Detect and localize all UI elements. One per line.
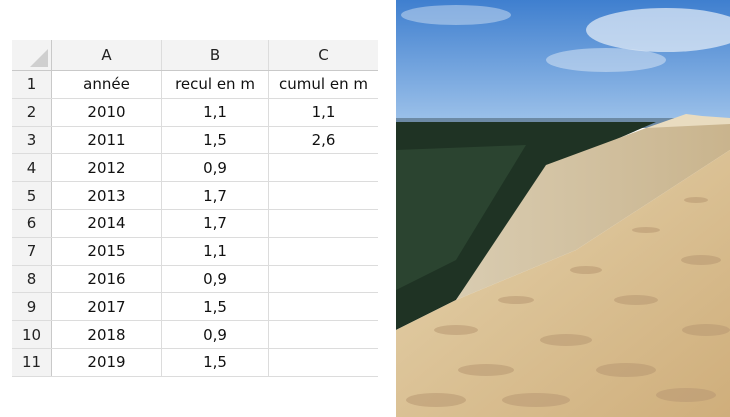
cell-b[interactable]: 1,7 bbox=[162, 209, 269, 237]
dune-landscape-image bbox=[396, 0, 730, 417]
table-row: 2 2010 1,1 1,1 bbox=[12, 98, 378, 127]
row-header[interactable]: 10 bbox=[12, 321, 52, 348]
cell-c[interactable] bbox=[269, 293, 378, 320]
row-header[interactable]: 6 bbox=[12, 209, 52, 237]
table-body: 1 année recul en m cumul en m 2 2010 1,1 1,1 3 20… bbox=[12, 71, 378, 377]
cell-c[interactable]: 1,1 bbox=[311, 103, 336, 122]
select-all-corner[interactable] bbox=[12, 40, 52, 70]
cell-b[interactable]: 0,9 bbox=[162, 265, 269, 293]
cell-a[interactable]: 2018 bbox=[52, 321, 162, 348]
cell-c[interactable] bbox=[269, 266, 378, 293]
table-row: 8 2016 0,9 bbox=[12, 265, 378, 294]
cell-c[interactable] bbox=[269, 154, 378, 181]
cell-a[interactable]: 2011 bbox=[52, 126, 162, 154]
column-header-c[interactable]: C bbox=[318, 46, 329, 64]
table-row: 7 2015 1,1 bbox=[12, 237, 378, 266]
table-row: 5 2013 1,7 bbox=[12, 182, 378, 210]
cell-c[interactable] bbox=[269, 210, 378, 237]
table-row: 4 2012 0,9 bbox=[12, 154, 378, 183]
cell-b[interactable]: 1,5 bbox=[162, 126, 269, 154]
table-row: 6 2014 1,7 bbox=[12, 209, 378, 238]
row-header[interactable]: 3 bbox=[12, 126, 52, 154]
table-row: 10 2018 0,9 bbox=[12, 321, 378, 349]
row-header[interactable]: 11 bbox=[12, 348, 52, 376]
row-header[interactable]: 5 bbox=[12, 182, 52, 209]
cell-c[interactable] bbox=[269, 182, 378, 209]
cell-a[interactable]: 2012 bbox=[52, 154, 162, 182]
column-header-row: A B C bbox=[12, 40, 378, 71]
table-row: 1 année recul en m cumul en m bbox=[12, 71, 378, 99]
cell-a[interactable]: 2015 bbox=[52, 237, 162, 265]
row-header[interactable]: 2 bbox=[12, 98, 52, 126]
cell-a[interactable]: 2010 bbox=[52, 98, 162, 126]
cell-a[interactable]: 2017 bbox=[52, 293, 162, 321]
cell-b[interactable]: 1,7 bbox=[162, 182, 269, 209]
row-header[interactable]: 7 bbox=[12, 237, 52, 265]
column-header-b[interactable]: B bbox=[162, 40, 269, 70]
cell-c[interactable]: cumul en m bbox=[279, 75, 368, 94]
cell-b[interactable]: 1,1 bbox=[162, 237, 269, 265]
cell-c[interactable] bbox=[269, 321, 378, 348]
cell-c[interactable] bbox=[269, 349, 378, 376]
cell-b[interactable]: 0,9 bbox=[162, 154, 269, 182]
cell-b[interactable]: 0,9 bbox=[162, 321, 269, 348]
table-row: 3 2011 1,5 2,6 bbox=[12, 126, 378, 155]
row-header[interactable]: 9 bbox=[12, 293, 52, 321]
cell-a[interactable]: 2019 bbox=[52, 348, 162, 376]
row-header[interactable]: 4 bbox=[12, 154, 52, 182]
cell-a[interactable]: année bbox=[52, 71, 162, 98]
cell-c[interactable] bbox=[269, 238, 378, 265]
cell-c[interactable]: 2,6 bbox=[311, 130, 336, 149]
table-row: 11 2019 1,5 bbox=[12, 348, 378, 377]
cell-b[interactable]: recul en m bbox=[162, 71, 269, 98]
table-row: 9 2017 1,5 bbox=[12, 293, 378, 322]
dune-photo bbox=[396, 0, 730, 417]
spreadsheet-table: A B C 1 année recul en m cumul en m 2 2010 1,1… bbox=[12, 40, 378, 377]
row-header[interactable]: 8 bbox=[12, 265, 52, 293]
cell-a[interactable]: 2014 bbox=[52, 209, 162, 237]
cell-a[interactable]: 2013 bbox=[52, 182, 162, 209]
cell-b[interactable]: 1,5 bbox=[162, 293, 269, 321]
row-header[interactable]: 1 bbox=[12, 71, 52, 98]
column-header-a[interactable]: A bbox=[52, 40, 162, 70]
cell-a[interactable]: 2016 bbox=[52, 265, 162, 293]
cell-b[interactable]: 1,1 bbox=[162, 98, 269, 126]
cell-b[interactable]: 1,5 bbox=[162, 348, 269, 376]
